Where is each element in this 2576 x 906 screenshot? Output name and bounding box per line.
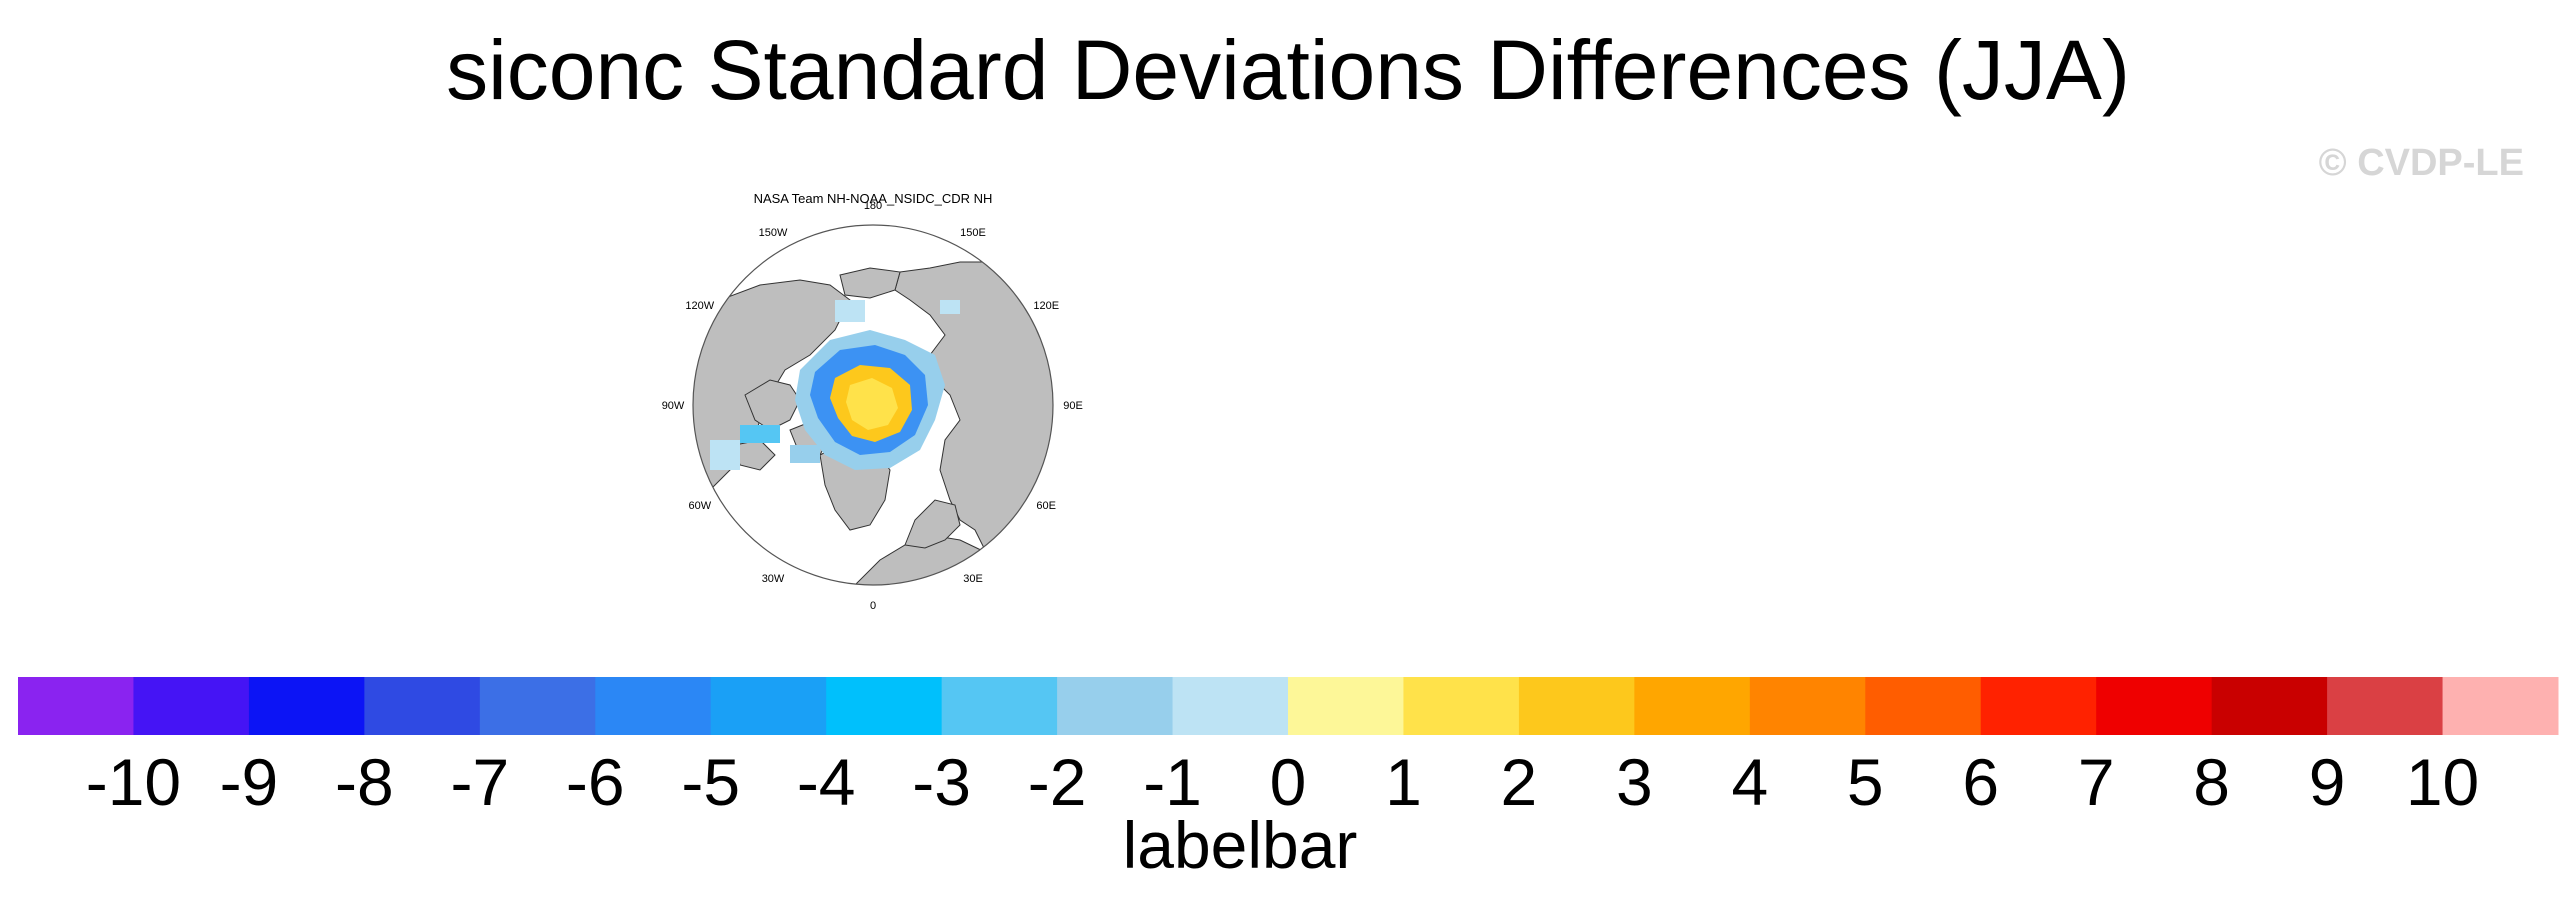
colorbar-box [133, 677, 250, 735]
ice-patch-hudson [740, 425, 780, 443]
colorbar-tick-label: -1 [1143, 745, 1202, 819]
colorbar-box [710, 677, 827, 735]
colorbar-box [2327, 677, 2444, 735]
colorbar-box [479, 677, 596, 735]
colorbar-box [826, 677, 943, 735]
longitude-labels: 180 150E 120E 90E 60E 30E 0 30W 60W 90W 120W 150W [662, 200, 1083, 612]
longitude-label: 0 [870, 600, 876, 612]
colorbar-box [1172, 677, 1289, 735]
colorbar-tick-label: 7 [2078, 745, 2115, 819]
colorbar-box [941, 677, 1058, 735]
longitude-label: 150E [960, 227, 986, 239]
colorbar-tick-label: 0 [1270, 745, 1307, 819]
colorbar-box [1980, 677, 2097, 735]
colorbar-tick-labels: -10 -9 -8 -7 -6 -5 -4 -3 -2 -1 0 1 2 3 4 5 6 7 8 9 10 [86, 745, 2480, 819]
colorbar-tick-label: -8 [335, 745, 394, 819]
longitude-label: 120E [1033, 300, 1059, 312]
ice-patch-baffin [790, 445, 820, 463]
colorbar-box [1865, 677, 1982, 735]
colorbar-tick-label: 3 [1616, 745, 1653, 819]
land-scandinavia [904, 499, 961, 549]
colorbar-box [1288, 677, 1404, 735]
colorbar-box [2442, 677, 2559, 735]
longitude-label: 90E [1063, 400, 1083, 412]
map-subtitle: NASA Team NH-NOAA_NSIDC_CDR NH [754, 191, 993, 206]
longitude-label: 120W [685, 300, 714, 312]
colorbar-tick-label: 10 [2406, 745, 2479, 819]
colorbar-box [364, 677, 481, 735]
colorbar-box [1634, 677, 1751, 735]
colorbar-box [1518, 677, 1635, 735]
colorbar-tick-label: -10 [86, 745, 181, 819]
watermark: © CVDP-LE [2318, 142, 2524, 184]
colorbar-tick-label: -9 [220, 745, 279, 819]
longitude-label: 60W [688, 500, 711, 512]
longitude-label: 30W [762, 573, 785, 585]
ice-positive-core [846, 378, 898, 430]
longitude-label: 90W [662, 400, 685, 412]
colorbar-box [595, 677, 712, 735]
colorbar-box [2096, 677, 2213, 735]
colorbar-box [1749, 677, 1866, 735]
colorbar-tick-label: -2 [1028, 745, 1087, 819]
colorbar-boxes [18, 677, 2559, 735]
chart-title: siconc Standard Deviations Differences (… [446, 23, 2130, 117]
longitude-label: 150W [759, 227, 788, 239]
colorbar-tick-label: -7 [450, 745, 509, 819]
colorbar-tick-label: -4 [797, 745, 856, 819]
land-alaska-chukotka [839, 267, 901, 299]
colorbar-box [248, 677, 365, 735]
colorbar-title: labelbar [1123, 808, 1358, 882]
colorbar-tick-label: -3 [912, 745, 971, 819]
longitude-label: 30E [963, 573, 983, 585]
colorbar-tick-label: 5 [1847, 745, 1884, 819]
colorbar-box [2211, 677, 2328, 735]
ice-patch-hudson-bay [710, 440, 740, 470]
colorbar-tick-label: 8 [2193, 745, 2230, 819]
colorbar-tick-label: 4 [1731, 745, 1768, 819]
colorbar-tick-label: 1 [1385, 745, 1422, 819]
colorbar-box [18, 677, 134, 735]
globe-outline [692, 224, 1054, 586]
ice-patch-laptev [835, 300, 865, 322]
longitude-label: 60E [1036, 500, 1056, 512]
colorbar-tick-label: 6 [1962, 745, 1999, 819]
longitude-label: 180 [864, 200, 882, 212]
colorbar-box [1057, 677, 1174, 735]
ice-patch-siberia [940, 300, 960, 314]
colorbar-box [1403, 677, 1520, 735]
colorbar-tick-label: -6 [566, 745, 625, 819]
colorbar-tick-label: 2 [1501, 745, 1538, 819]
colorbar-tick-label: -5 [681, 745, 740, 819]
colorbar-tick-label: 9 [2309, 745, 2346, 819]
